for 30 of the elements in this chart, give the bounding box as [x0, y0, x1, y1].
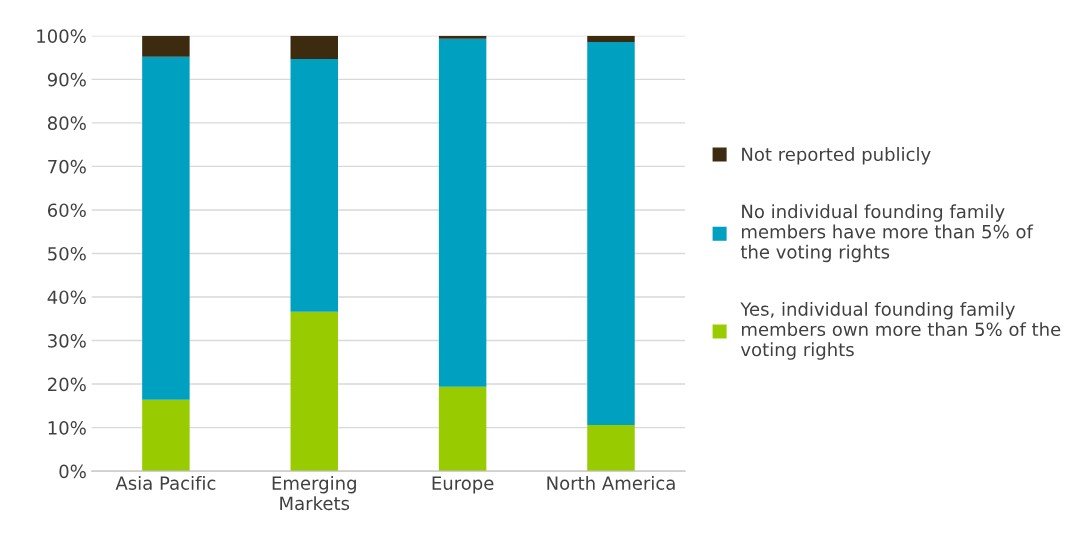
- legend-label: No individual founding family members have more than 5% of the voting rights: [740, 204, 1034, 263]
- bar: [142, 35, 190, 57]
- y-tick-label: 10%: [48, 421, 86, 435]
- y-tick-label: 90%: [47, 72, 86, 87]
- y-tick-label: 60%: [47, 203, 86, 218]
- x-tick-label: Europe: [432, 476, 494, 494]
- x-tick-label: Asia Pacific: [115, 475, 216, 490]
- bar: [142, 399, 190, 472]
- bar: [587, 35, 635, 42]
- y-tick-label: 70%: [48, 159, 86, 174]
- x-tick-label: North America: [547, 475, 675, 490]
- bar: [438, 35, 487, 39]
- bar: [587, 424, 635, 472]
- x-tick-label: Emerging Markets: [272, 475, 356, 511]
- y-tick-label: 100%: [37, 29, 86, 43]
- y-tick-label: 50%: [48, 246, 86, 261]
- bar: [587, 41, 635, 425]
- y-tick-label: 0%: [59, 464, 86, 479]
- y-tick-label: 20%: [48, 377, 86, 392]
- bar: [290, 58, 338, 312]
- legend-label: Yes, individual founding family members own more than 5% of the voting rights: [740, 301, 1061, 360]
- bar: [438, 386, 487, 472]
- bar: [290, 35, 338, 59]
- bar: [142, 56, 190, 400]
- bar: [290, 311, 338, 472]
- y-tick-label: 80%: [47, 116, 86, 130]
- y-tick-label: 30%: [48, 333, 86, 348]
- bar: [438, 38, 487, 387]
- legend-label: Not reported publicly: [742, 147, 931, 165]
- y-tick-label: 40%: [47, 290, 86, 305]
